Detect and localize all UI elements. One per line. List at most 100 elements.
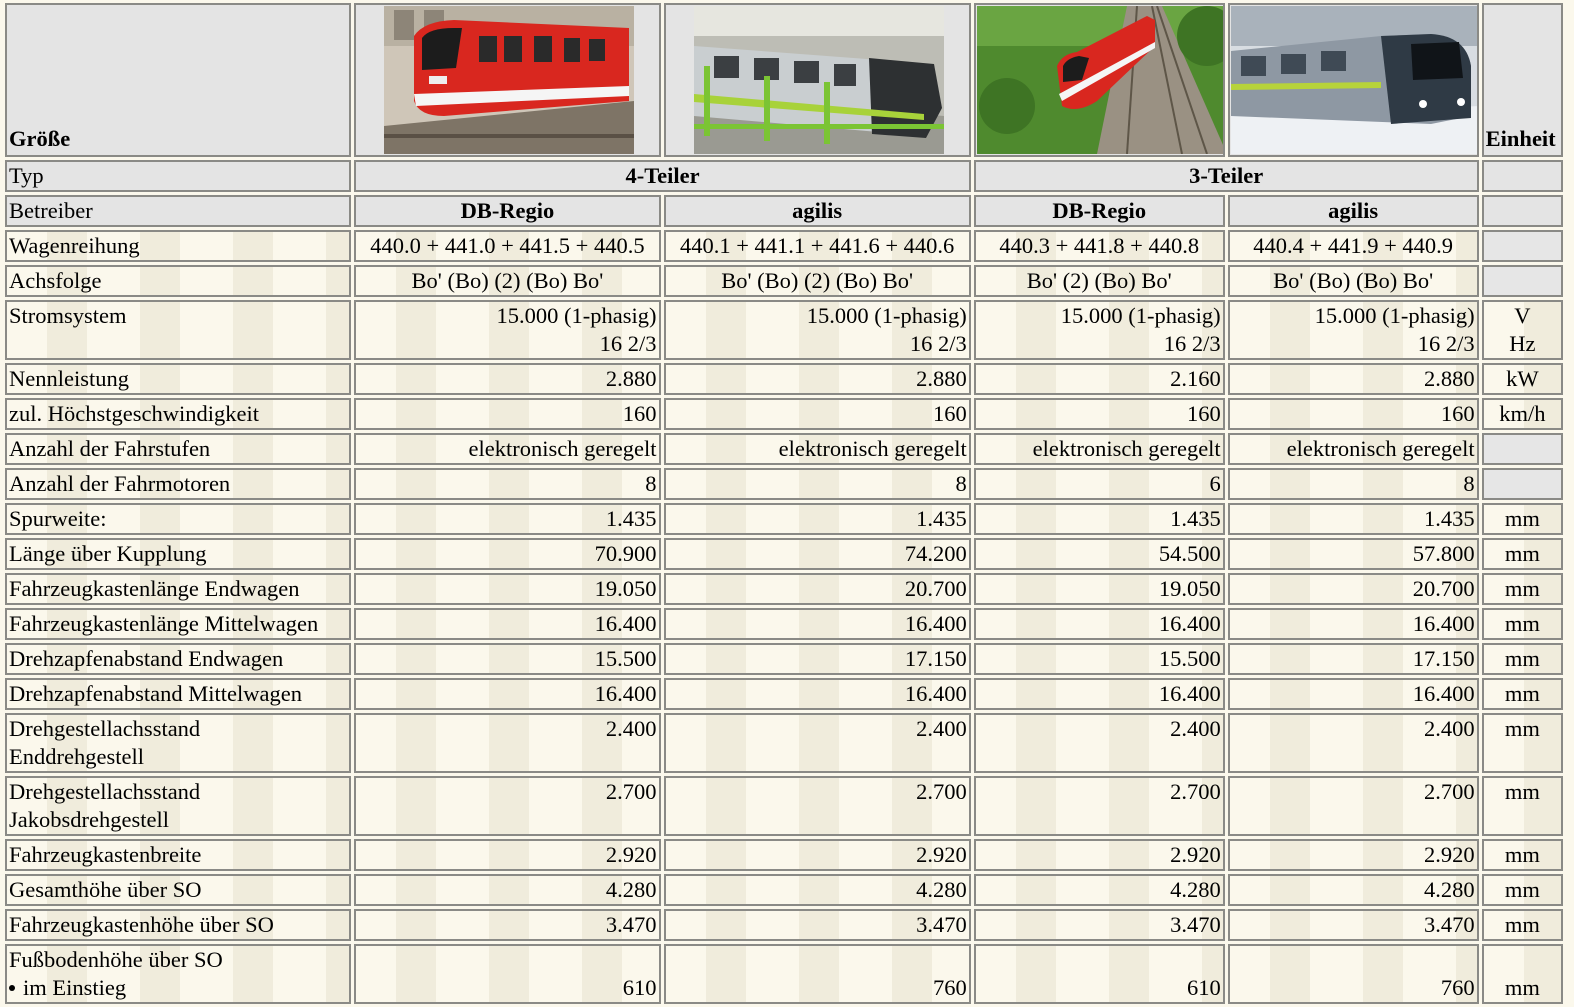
row-label: Drehgestellachsstand Jakobsdrehgestell (5, 776, 352, 836)
row-label: Stromsystem (5, 300, 352, 360)
unit-cell: mm (1481, 538, 1563, 570)
unit-cell: mm (1481, 776, 1563, 836)
unit-cell: mm (1481, 643, 1563, 675)
table-row: Fahrzeugkastenbreite 2.920 2.920 2.920 2.920… (5, 839, 1563, 871)
table-row: Fahrzeugkastenlänge Endwagen 19.050 20.700… (5, 573, 1563, 605)
photo-cell-1 (354, 3, 661, 157)
table-row: Anzahl der Fahrmotoren 8 8 6 8 (5, 468, 1563, 500)
row-label: Wagenreihung (5, 230, 352, 262)
value-cell: 160 (973, 398, 1225, 430)
value-cell: 54.500 (973, 538, 1225, 570)
typ-unit (1481, 160, 1563, 192)
value-cell: 2.700 (663, 776, 971, 836)
header-row: Größe (5, 3, 1563, 157)
photo-db-4teiler (384, 6, 635, 154)
value-cell: 57.800 (1227, 538, 1479, 570)
row-label: Gesamthöhe über SO (5, 874, 352, 906)
row-sublabel: im Einstieg (23, 975, 127, 1000)
value-cell: 3.470 (354, 909, 661, 941)
frequency-value: 16 2/3 (909, 331, 967, 356)
table-row: zul. Höchstgeschwindigkeit 160 160 160 160 km… (5, 398, 1563, 430)
bullet-item: im Einstieg (9, 974, 347, 1002)
unit-cell: kW (1481, 363, 1563, 395)
typ-4-teiler: 4-Teiler (354, 160, 971, 192)
row-label: Drehzapfenabstand Endwagen (5, 643, 352, 675)
unit-cell: km/h (1481, 398, 1563, 430)
value-cell: 1.435 (973, 503, 1225, 535)
value-cell: 15.000 (1-phasig) 16 2/3 (1227, 300, 1479, 360)
photo-cell-4 (1227, 3, 1479, 157)
photo-db-3teiler (976, 6, 1223, 154)
value-cell: 610 (973, 944, 1225, 1004)
value-cell: 440.3 + 441.8 + 440.8 (973, 230, 1225, 262)
value-cell: 16.400 (663, 678, 971, 710)
value-cell: 2.880 (1227, 363, 1479, 395)
unit-hertz: Hz (1509, 331, 1536, 356)
value-cell: 2.880 (663, 363, 971, 395)
value-cell: 15.500 (354, 643, 661, 675)
row-label: Fahrzeugkastenbreite (5, 839, 352, 871)
value-cell: 2.920 (663, 839, 971, 871)
typ-row: Typ 4-Teiler 3-Teiler (5, 160, 1563, 192)
value-cell: 1.435 (663, 503, 971, 535)
value-cell: 2.920 (1227, 839, 1479, 871)
row-label: Anzahl der Fahrstufen (5, 433, 352, 465)
row-label-line2: Enddrehgestell (9, 744, 144, 769)
value-cell: 160 (1227, 398, 1479, 430)
value-cell: 2.880 (354, 363, 661, 395)
typ-3-teiler: 3-Teiler (973, 160, 1479, 192)
voltage-value: 15.000 (1-phasig) (806, 303, 967, 328)
value-cell: 16.400 (354, 608, 661, 640)
row-label: Achsfolge (5, 265, 352, 297)
value-cell: 1.435 (1227, 503, 1479, 535)
value-cell: Bo' (2) (Bo) Bo' (973, 265, 1225, 297)
value-text: 760 (1440, 975, 1475, 1000)
table-row: Anzahl der Fahrstufen elektronisch gerege… (5, 433, 1563, 465)
bullet-icon (9, 984, 15, 991)
betreiber-row: Betreiber DB-Regio agilis DB-Regio agili… (5, 195, 1563, 227)
value-text: 610 (1186, 975, 1221, 1000)
photo-cell-2 (663, 3, 971, 157)
value-cell: 6 (973, 468, 1225, 500)
row-label: Nennleistung (5, 363, 352, 395)
value-text: 760 (932, 975, 967, 1000)
unit-cell (1481, 468, 1563, 500)
table-row: Spurweite: 1.435 1.435 1.435 1.435 mm (5, 503, 1563, 535)
value-cell: 15.500 (973, 643, 1225, 675)
value-cell: elektronisch geregelt (973, 433, 1225, 465)
value-cell: 17.150 (1227, 643, 1479, 675)
value-cell: 2.700 (354, 776, 661, 836)
row-label: Drehgestellachsstand Enddrehgestell (5, 713, 352, 773)
value-cell: 4.280 (973, 874, 1225, 906)
frequency-value: 16 2/3 (1163, 331, 1221, 356)
frequency-value: 16 2/3 (1417, 331, 1475, 356)
value-cell: 2.400 (1227, 713, 1479, 773)
row-label: Anzahl der Fahrmotoren (5, 468, 352, 500)
unit-cell: mm (1481, 608, 1563, 640)
value-cell: 74.200 (663, 538, 971, 570)
table-row: Drehgestellachsstand Enddrehgestell 2.400 2… (5, 713, 1563, 773)
betreiber-3: DB-Regio (973, 195, 1225, 227)
row-label-line1: Fußbodenhöhe über SO (9, 947, 223, 972)
value-cell: elektronisch geregelt (354, 433, 661, 465)
table-row: Gesamthöhe über SO 4.280 4.280 4.280 4.280 mm (5, 874, 1563, 906)
value-cell: 19.050 (973, 573, 1225, 605)
unit-cell: mm (1481, 713, 1563, 773)
value-cell: 20.700 (663, 573, 971, 605)
value-cell: 8 (663, 468, 971, 500)
voltage-value: 15.000 (1-phasig) (1314, 303, 1475, 328)
value-cell: 2.400 (354, 713, 661, 773)
unit-cell: V Hz (1481, 300, 1563, 360)
value-cell: 160 (663, 398, 971, 430)
value-cell: 15.000 (1-phasig) 16 2/3 (663, 300, 971, 360)
value-cell: Bo' (Bo) (2) (Bo) Bo' (354, 265, 661, 297)
unit-cell: mm (1481, 909, 1563, 941)
value-cell: 2.400 (973, 713, 1225, 773)
unit-cell: mm (1481, 573, 1563, 605)
value-cell: Bo' (Bo) (2) (Bo) Bo' (663, 265, 971, 297)
value-cell: 610 (354, 944, 661, 1004)
header-einheit: Einheit (1485, 126, 1556, 151)
value-cell: 16.400 (973, 608, 1225, 640)
unit-cell (1481, 230, 1563, 262)
row-label: Drehzapfenabstand Mittelwagen (5, 678, 352, 710)
